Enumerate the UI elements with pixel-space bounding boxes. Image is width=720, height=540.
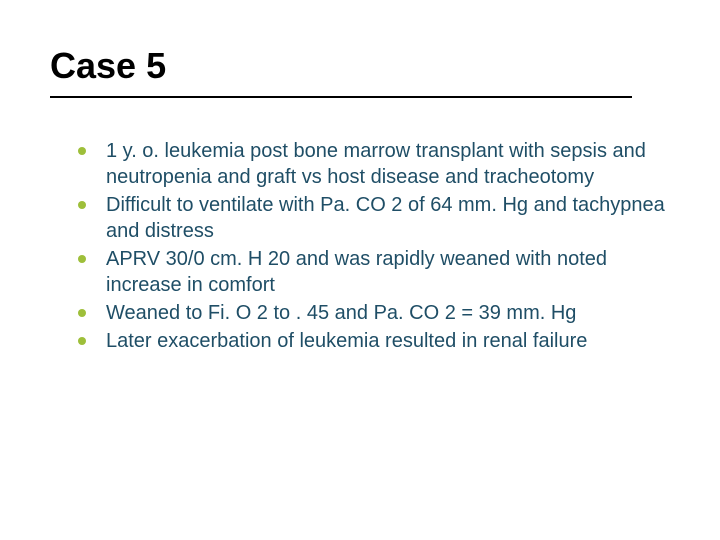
list-item: APRV 30/0 cm. H 20 and was rapidly weane… [78,246,670,298]
list-item-text: Later exacerbation of leukemia resulted … [106,328,670,354]
list-item: 1 y. o. leukemia post bone marrow transp… [78,138,670,190]
list-item: Later exacerbation of leukemia resulted … [78,328,670,354]
list-item: Weaned to Fi. O 2 to . 45 and Pa. CO 2 =… [78,300,670,326]
bullet-icon [78,147,86,155]
bullet-icon [78,309,86,317]
slide-body: 1 y. o. leukemia post bone marrow transp… [50,138,670,354]
title-rule: Case 5 [50,45,632,98]
list-item-text: Weaned to Fi. O 2 to . 45 and Pa. CO 2 =… [106,300,670,326]
bullet-icon [78,337,86,345]
list-item-text: 1 y. o. leukemia post bone marrow transp… [106,138,670,190]
slide: Case 5 1 y. o. leukemia post bone marrow… [0,0,720,540]
bullet-icon [78,255,86,263]
slide-title: Case 5 [50,45,632,86]
bullet-icon [78,201,86,209]
list-item: Difficult to ventilate with Pa. CO 2 of … [78,192,670,244]
list-item-text: APRV 30/0 cm. H 20 and was rapidly weane… [106,246,670,298]
list-item-text: Difficult to ventilate with Pa. CO 2 of … [106,192,670,244]
